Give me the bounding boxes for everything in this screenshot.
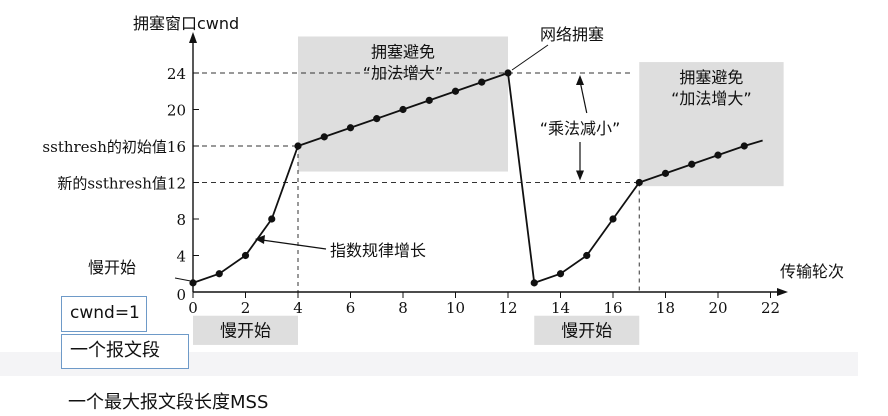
x-axis-arrow	[777, 288, 788, 296]
y-tick-label-12: 新的ssthresh值12	[57, 175, 186, 193]
y-tick-label-16: ssthresh的初始值16	[42, 138, 186, 156]
data-point-1	[215, 270, 223, 278]
data-point-7	[373, 115, 381, 123]
origin-label: 0	[176, 286, 186, 304]
x-tick-label-14: 14	[551, 299, 570, 317]
data-point-19	[688, 160, 696, 168]
region-label-4: 慢开始	[561, 320, 612, 341]
y-tick-label-20: 20	[167, 102, 186, 120]
y-tick-label-4: 4	[176, 248, 186, 266]
cwnd-series	[189, 69, 763, 287]
x-tick-label-16: 16	[603, 299, 622, 317]
x-tick-label-22: 22	[761, 299, 780, 317]
data-point-21	[740, 142, 748, 150]
x-tick-label-4: 4	[293, 299, 303, 317]
y-tick-label-24: 24	[167, 65, 186, 83]
shaded-regions	[193, 36, 784, 345]
congestion-pointer	[511, 44, 549, 71]
data-point-0	[189, 279, 197, 287]
data-point-4	[294, 142, 302, 150]
region-title-1: 拥塞避免	[371, 43, 435, 62]
shaded-region-2	[639, 62, 784, 187]
y-tick-label-8: 8	[176, 211, 186, 229]
decrease-arrowhead-down	[576, 170, 584, 181]
data-point-20	[714, 151, 722, 159]
congestion-label: 网络拥塞	[540, 25, 604, 44]
x-tick-label-18: 18	[656, 299, 675, 317]
x-axis-label: 传输轮次	[780, 262, 844, 281]
y-axis-label: 拥塞窗口cwnd	[133, 14, 239, 33]
data-point-6	[346, 124, 355, 132]
region-title-2: 拥塞避免	[679, 68, 743, 87]
x-tick-label-10: 10	[446, 299, 465, 317]
data-point-14	[556, 270, 565, 278]
data-point-15	[583, 251, 591, 260]
region-subtitle-2: “加法增大”	[671, 89, 752, 108]
exponential-pointer	[261, 239, 327, 250]
dashed-guides	[193, 72, 640, 292]
data-point-9	[425, 96, 433, 104]
mss-caption: 一个最大报文段长度MSS	[68, 392, 269, 413]
data-point-11	[478, 78, 486, 86]
decrease-arrow-up	[579, 80, 588, 114]
data-point-8	[399, 105, 407, 114]
decrease-arrowhead-up	[576, 75, 584, 85]
multiplicative-decrease-label: “乘法减小”	[540, 119, 621, 138]
x-tick-label-8: 8	[398, 299, 408, 317]
exponential-arrowhead	[255, 235, 265, 244]
exponential-label: 指数规律增长	[330, 241, 426, 260]
data-point-5	[320, 133, 328, 141]
region-label-3: 慢开始	[220, 320, 271, 341]
data-point-2	[241, 251, 250, 260]
cwnd-callout: cwnd=1	[61, 296, 147, 332]
data-point-12	[504, 69, 512, 77]
x-tick-label-12: 12	[498, 299, 517, 317]
data-point-16	[609, 215, 617, 223]
data-point-17	[635, 178, 643, 187]
shaded-region-3	[193, 315, 298, 345]
shaded-region-4	[534, 315, 640, 345]
slow-start-point-label: 慢开始	[88, 258, 136, 277]
x-tick-label-20: 20	[708, 299, 727, 317]
shaded-region-1	[298, 36, 508, 172]
segment-callout: 一个报文段	[61, 334, 189, 369]
data-point-10	[451, 87, 460, 95]
data-point-18	[661, 169, 670, 177]
axes	[189, 32, 788, 298]
x-tick-label-2: 2	[241, 299, 251, 317]
y-axis-arrow	[189, 32, 197, 43]
x-tick-label-6: 6	[346, 299, 356, 317]
data-point-3	[268, 215, 276, 223]
data-point-13	[530, 279, 538, 287]
region-subtitle-1: “加法增大”	[363, 64, 444, 83]
slow-start-pointer	[174, 277, 191, 282]
x-tick-label-0: 0	[188, 299, 198, 317]
